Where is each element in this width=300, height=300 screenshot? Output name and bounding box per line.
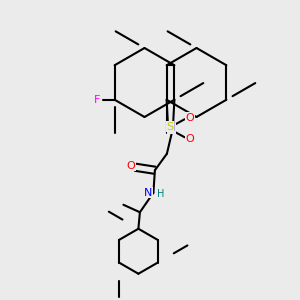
Text: N: N bbox=[167, 123, 176, 133]
Text: N: N bbox=[144, 188, 152, 198]
Text: H: H bbox=[157, 189, 165, 199]
Text: S: S bbox=[166, 122, 173, 132]
Text: O: O bbox=[186, 134, 194, 144]
Text: O: O bbox=[186, 113, 194, 123]
Text: O: O bbox=[126, 161, 135, 171]
Text: F: F bbox=[94, 95, 101, 105]
